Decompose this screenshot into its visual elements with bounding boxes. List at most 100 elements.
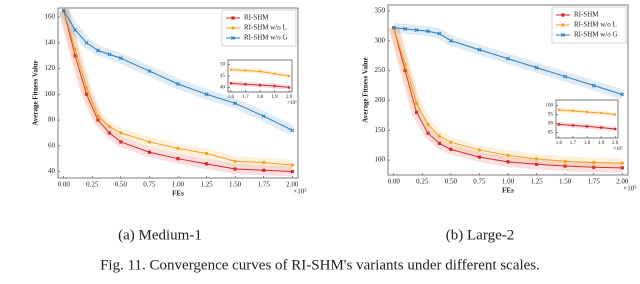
marker bbox=[290, 163, 294, 167]
marker bbox=[176, 146, 180, 150]
y-tick-label: 120 bbox=[45, 64, 56, 72]
marker bbox=[563, 74, 568, 79]
marker bbox=[585, 125, 589, 128]
marker bbox=[506, 160, 510, 164]
x-tick-label: 0.25 bbox=[416, 178, 429, 186]
marker bbox=[403, 26, 408, 31]
x-tick-label: 1.25 bbox=[200, 181, 213, 189]
marker bbox=[229, 82, 233, 85]
panel-caption: (a) Medium-1 bbox=[118, 227, 202, 243]
marker bbox=[290, 128, 295, 133]
legend-label: RI-SHM w/o L bbox=[244, 24, 287, 32]
marker bbox=[233, 159, 237, 163]
marker bbox=[449, 140, 453, 144]
x-tick-label: 1.6 bbox=[556, 141, 563, 146]
marker bbox=[258, 83, 262, 87]
x-axis-label: FEs bbox=[502, 187, 514, 195]
marker bbox=[563, 159, 567, 163]
x-tick-label: 0.75 bbox=[473, 178, 486, 186]
marker bbox=[426, 29, 430, 34]
legend-label: RI-SHM bbox=[244, 14, 269, 22]
marker bbox=[290, 169, 294, 174]
marker bbox=[613, 113, 617, 116]
y-tick-label: 45 bbox=[220, 74, 226, 79]
marker bbox=[561, 23, 565, 27]
marker bbox=[273, 84, 276, 88]
legend-label: RI-SHM w/o L bbox=[574, 21, 617, 29]
marker bbox=[620, 166, 624, 170]
marker bbox=[557, 108, 561, 112]
marker bbox=[73, 54, 77, 58]
x-tick-label: 2.0 bbox=[286, 95, 293, 100]
marker bbox=[231, 36, 235, 40]
marker bbox=[506, 56, 510, 61]
marker bbox=[563, 164, 567, 168]
marker bbox=[244, 83, 247, 86]
marker bbox=[261, 114, 266, 119]
marker bbox=[233, 101, 238, 106]
marker bbox=[426, 131, 430, 135]
y-tick-label: 200 bbox=[375, 96, 386, 104]
x-tick-label: 0.50 bbox=[445, 178, 458, 186]
marker bbox=[592, 160, 596, 165]
marker bbox=[204, 151, 209, 156]
x-multiplier: ×10⁵ bbox=[613, 146, 623, 152]
x-tick-label: 0.75 bbox=[143, 181, 156, 189]
x-tick-label: 0.00 bbox=[58, 181, 71, 189]
marker bbox=[147, 150, 152, 154]
y-tick-label: 50 bbox=[220, 63, 226, 68]
marker bbox=[107, 52, 112, 57]
x-tick-label: 1.50 bbox=[229, 181, 242, 189]
x-tick-label: 1.25 bbox=[530, 178, 543, 186]
x-tick-label: 1.75 bbox=[258, 181, 271, 189]
marker bbox=[204, 92, 209, 97]
marker bbox=[61, 8, 66, 13]
marker bbox=[262, 168, 266, 172]
marker bbox=[287, 86, 291, 89]
x-tick-label: 2.00 bbox=[286, 181, 299, 189]
marker bbox=[561, 33, 565, 37]
marker bbox=[118, 56, 123, 61]
marker bbox=[414, 28, 419, 33]
marker bbox=[585, 110, 589, 114]
y-tick-label: 85 bbox=[548, 131, 554, 136]
marker bbox=[262, 160, 266, 165]
y-tick-label: 40 bbox=[220, 86, 226, 91]
y-tick-label: 40 bbox=[48, 167, 56, 175]
y-tick-label: 100 bbox=[45, 90, 56, 98]
line bbox=[393, 27, 623, 164]
x-multiplier: ×10⁵ bbox=[623, 185, 637, 193]
x-tick-label: 1.8 bbox=[257, 95, 264, 100]
x-tick-label: 2.0 bbox=[612, 141, 619, 146]
x-tick-label: 0.00 bbox=[388, 178, 401, 186]
line bbox=[63, 10, 293, 131]
x-tick-label: 1.6 bbox=[228, 95, 235, 100]
marker bbox=[591, 83, 596, 88]
marker bbox=[96, 114, 100, 118]
x-tick-label: 1.7 bbox=[242, 95, 249, 100]
marker bbox=[84, 40, 89, 45]
line bbox=[63, 10, 293, 166]
x-tick-label: 1.75 bbox=[588, 178, 601, 186]
x-tick-label: 1.00 bbox=[172, 181, 185, 189]
marker bbox=[73, 47, 77, 51]
marker bbox=[477, 148, 482, 152]
marker bbox=[571, 109, 575, 113]
x-tick-label: 1.9 bbox=[271, 95, 278, 100]
x-tick-label: 1.9 bbox=[598, 141, 605, 146]
marker bbox=[449, 147, 453, 151]
marker bbox=[229, 68, 233, 71]
marker bbox=[534, 157, 539, 161]
marker bbox=[391, 25, 396, 30]
y-tick-label: 250 bbox=[375, 66, 386, 74]
y-tick-label: 100 bbox=[375, 156, 386, 164]
marker bbox=[571, 124, 575, 127]
marker bbox=[599, 126, 603, 129]
figure-caption: Fig. 11. Convergence curves of RI-SHM's … bbox=[100, 257, 540, 273]
marker bbox=[176, 82, 180, 86]
y-tick-label: 60 bbox=[48, 141, 56, 149]
y-tick-label: 150 bbox=[375, 126, 386, 134]
marker bbox=[107, 131, 112, 135]
marker bbox=[403, 63, 407, 67]
